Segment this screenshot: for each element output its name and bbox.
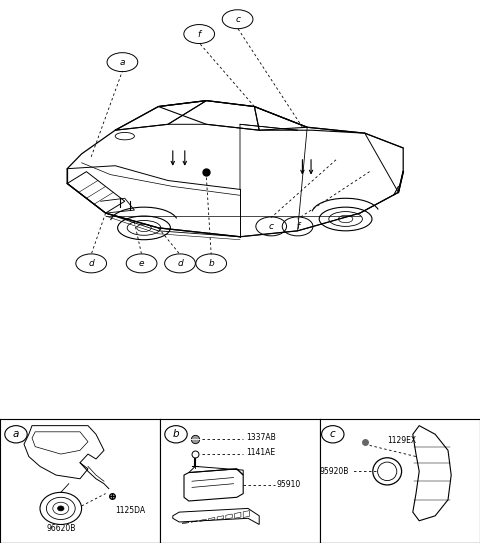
- Text: c: c: [330, 430, 336, 439]
- Text: a: a: [120, 58, 125, 67]
- Text: 95910: 95910: [277, 481, 301, 489]
- Text: b: b: [208, 259, 214, 268]
- Text: 1125DA: 1125DA: [115, 507, 145, 515]
- Text: 95920B: 95920B: [319, 467, 349, 476]
- Text: 1337AB: 1337AB: [246, 433, 276, 443]
- Text: c: c: [269, 222, 274, 231]
- Circle shape: [58, 506, 64, 511]
- Text: d: d: [88, 259, 94, 268]
- Text: a: a: [13, 430, 19, 439]
- Text: f: f: [198, 29, 201, 39]
- Text: 1141AE: 1141AE: [246, 449, 276, 457]
- Text: e: e: [139, 259, 144, 268]
- Text: 1129EX: 1129EX: [387, 436, 416, 445]
- Text: d: d: [177, 259, 183, 268]
- Text: f: f: [296, 222, 299, 231]
- Text: 96620B: 96620B: [46, 523, 75, 533]
- Text: c: c: [235, 15, 240, 24]
- Text: b: b: [173, 430, 180, 439]
